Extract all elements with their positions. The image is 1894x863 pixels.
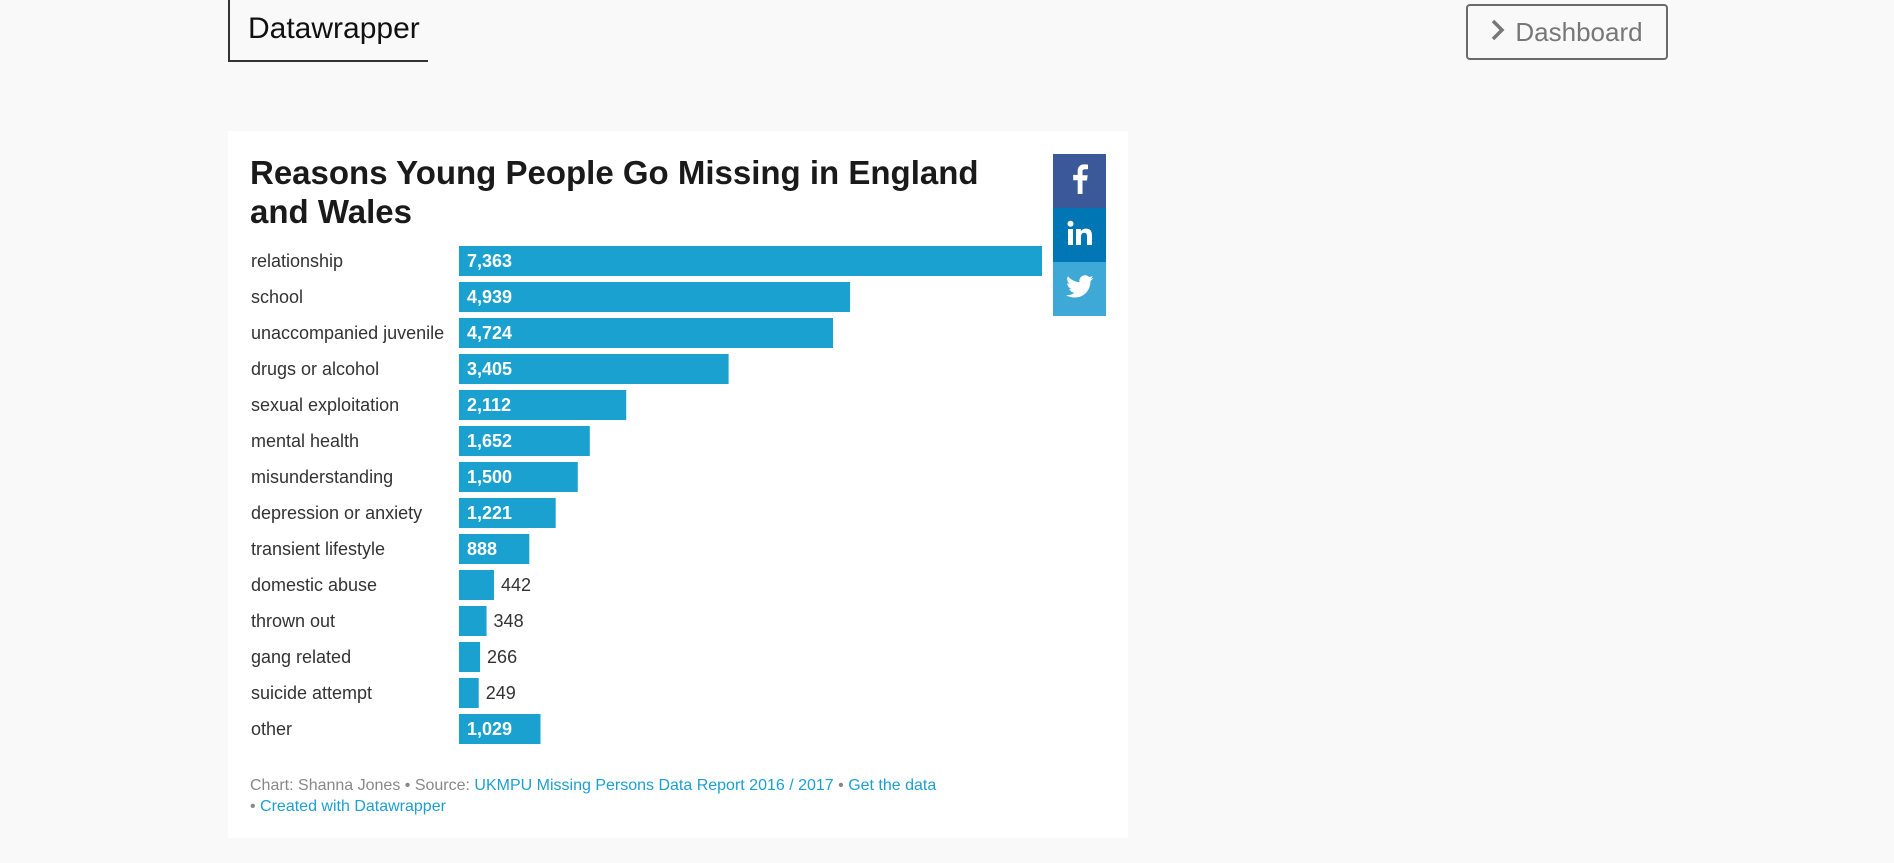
category-label: mental health: [251, 431, 359, 451]
category-label: other: [251, 719, 292, 739]
dashboard-label: Dashboard: [1515, 16, 1643, 47]
value-label: 1,500: [467, 467, 512, 487]
category-label: drugs or alcohol: [251, 359, 379, 379]
category-label: relationship: [251, 251, 343, 271]
twitter-icon: [1065, 274, 1094, 304]
datawrapper-logo-box[interactable]: Datawrapper: [228, 0, 428, 62]
category-label: depression or anxiety: [251, 503, 422, 523]
bar-chart: relationship 7,363 school 4,939 unaccompanie…: [251, 246, 1042, 744]
app-logo[interactable]: Datawrapper: [248, 12, 420, 45]
source-separator: • Source:: [400, 777, 475, 794]
category-label: misunderstanding: [251, 467, 393, 487]
dashboard-button[interactable]: Dashboard: [1466, 4, 1668, 60]
bar: [459, 426, 590, 456]
category-label: thrown out: [251, 611, 335, 631]
bar: [459, 282, 851, 312]
facebook-icon: [1072, 163, 1088, 199]
separator: •: [833, 777, 849, 794]
value-label: 1,029: [467, 719, 512, 739]
bar: [459, 534, 530, 564]
value-label: 348: [494, 611, 524, 631]
value-label: 3,405: [467, 359, 512, 379]
bar: [459, 606, 487, 636]
separator: •: [250, 798, 261, 815]
linkedin-icon: [1067, 220, 1093, 251]
category-label: sexual exploitation: [251, 395, 399, 415]
bar: [459, 390, 627, 420]
chart-card: Reasons Young People Go Missing in Engla…: [228, 131, 1128, 838]
created-with-link[interactable]: Created with Datawrapper: [260, 798, 446, 815]
chevron-right-icon: [1491, 17, 1505, 48]
linkedin-share-button[interactable]: [1053, 208, 1106, 262]
bar: [459, 570, 494, 600]
value-label: 4,939: [467, 287, 512, 307]
category-label: school: [251, 287, 303, 307]
bar: [459, 354, 729, 384]
category-label: unaccompanied juvenile: [251, 323, 444, 343]
chart-footer: Chart: Shanna Jones • Source: UKMPU Miss…: [250, 775, 1010, 817]
value-label: 1,221: [467, 503, 512, 523]
category-label: transient lifestyle: [251, 539, 385, 559]
facebook-share-button[interactable]: [1053, 154, 1106, 208]
bar: [459, 462, 578, 492]
byline: Chart: Shanna Jones: [250, 777, 401, 794]
value-label: 2,112: [467, 395, 511, 415]
share-bar: [1053, 154, 1106, 316]
value-label: 4,724: [467, 323, 512, 343]
value-label: 442: [501, 575, 531, 595]
category-label: suicide attempt: [251, 683, 372, 703]
value-label: 266: [487, 647, 517, 667]
bar: [459, 678, 479, 708]
bar: [459, 714, 541, 744]
value-label: 249: [486, 683, 516, 703]
category-label: domestic abuse: [251, 575, 377, 595]
bar: [459, 246, 1042, 276]
twitter-share-button[interactable]: [1053, 262, 1106, 316]
bar: [459, 642, 481, 672]
value-label: 888: [467, 539, 497, 559]
get-data-link[interactable]: Get the data: [848, 777, 937, 794]
bar: [459, 318, 834, 348]
chart-title: Reasons Young People Go Missing in Engla…: [250, 154, 979, 230]
value-label: 7,363: [467, 251, 512, 271]
source-link[interactable]: UKMPU Missing Persons Data Report 2016 /…: [474, 777, 834, 794]
bar: [459, 498, 556, 528]
value-label: 1,652: [467, 431, 512, 451]
category-label: gang related: [251, 647, 351, 667]
